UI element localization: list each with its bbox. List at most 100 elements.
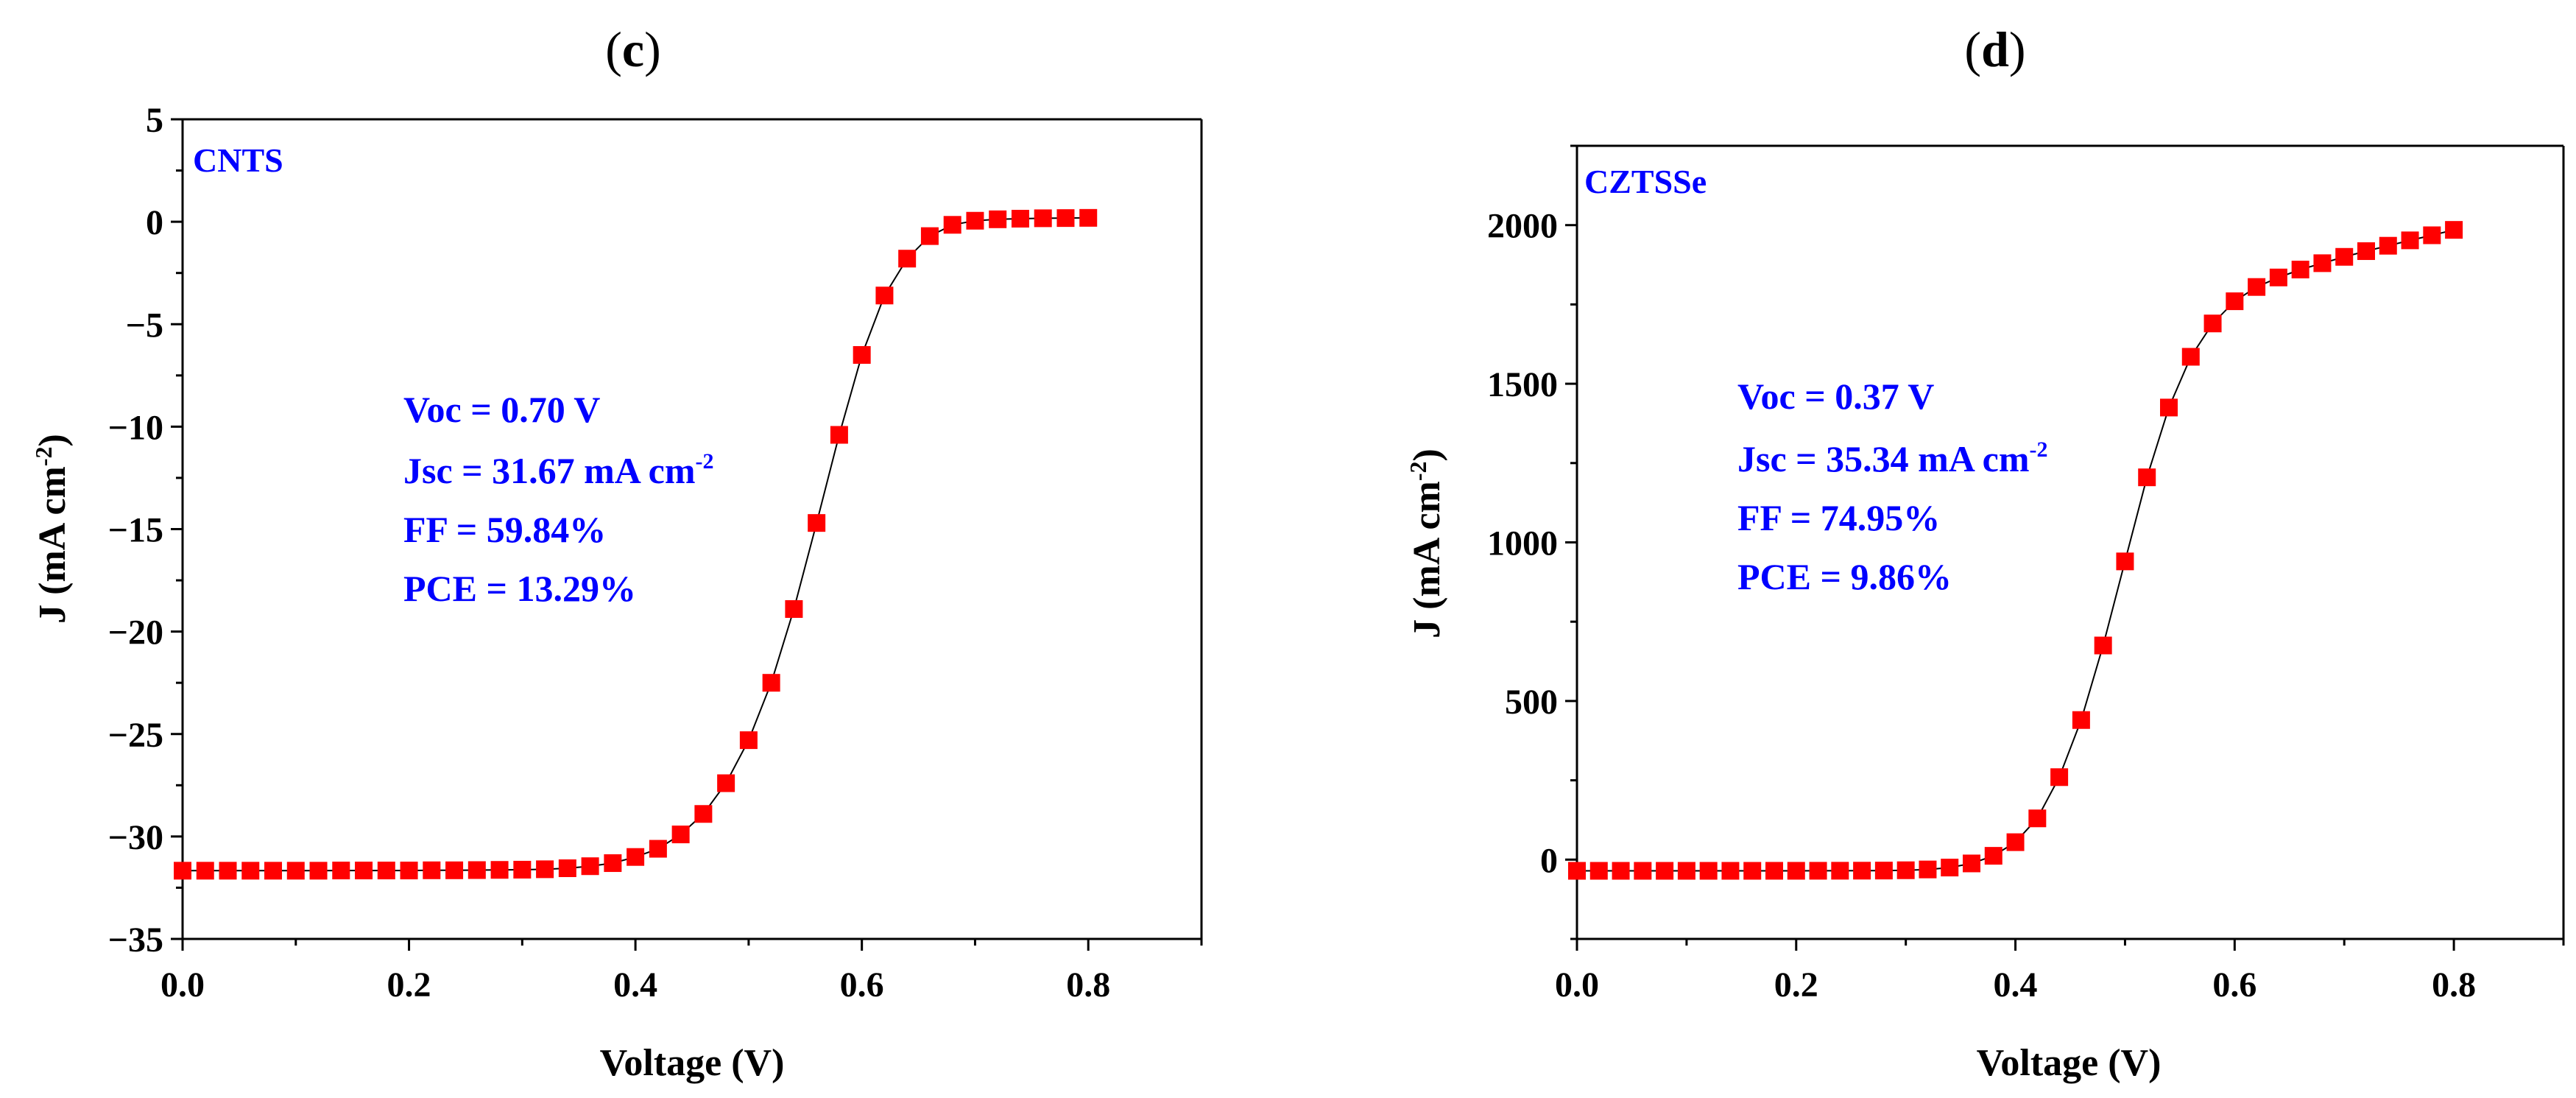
panel-c-data-point [196,862,214,880]
panel-c-series-line [183,217,1089,872]
panel-c-markers [174,208,1098,880]
panel-c-data-point [445,861,464,879]
panel-c-x-axis-title: Voltage (V) [600,1042,785,1084]
panel-c-x-tick-label: 0.4 [613,965,657,1004]
panel-d-data-point [1941,859,1959,877]
panel-c-data-point [898,250,917,268]
panel-d-plot-area [1575,144,2565,940]
panel-c-data-point [536,860,554,879]
panel-c-data-point [694,805,713,823]
panel-d-y-tick-label: 0 [1540,841,1558,880]
panel-c-y-tick-label: 5 [146,101,163,140]
panel-c-ff: FF = 59.84% [403,509,606,550]
panel-d-x-tick-label: 0.8 [2432,965,2476,1004]
panel-c-y-tick-label: −35 [108,921,163,960]
panel-c-y-axis-title: J (mA cm-2) [30,434,74,624]
panel-d-data-point [1612,862,1630,880]
panel-d-data-point [2401,231,2419,250]
panel-d-data-point [2379,236,2397,255]
panel-c-voc: Voc = 0.70 V [403,389,600,430]
panel-c-data-point [1034,209,1052,228]
panel-c-data-point [1011,209,1029,228]
panel-d-data-point [2072,711,2090,729]
panel-d-data-point [1656,862,1674,880]
panel-c-data-point [558,859,576,878]
panel-c-data-point [467,861,486,879]
panel-c-x-tick-label: 0.0 [160,965,205,1004]
panel-c-data-point [717,774,735,792]
panel-d-x-tick-label: 0.0 [1555,965,1599,1004]
panel-c-data-point [762,674,780,692]
panel-d-data-point [2357,242,2375,261]
panel-c-data-point [1056,209,1075,228]
panel-d-x-tick-label: 0.4 [1994,965,2038,1004]
panel-c-x-ticks: 0.0 0.2 0.4 0.6 0.8 [160,939,1203,1004]
panel-d-data-point [1765,862,1783,880]
panel-c-data-point [400,862,418,880]
panel-c-data-point [920,227,939,245]
panel-d-data-point [2335,247,2354,266]
panel-d-data-point [1568,862,1586,880]
panel-c-data-point [377,862,395,880]
panel-d-data-point [1634,862,1652,880]
panel-c-data-point [739,731,758,750]
panel-c-data-point [355,862,373,880]
panel-c-data-point [174,862,191,880]
panel-c-data-point [943,216,961,234]
panel-c-jsc: Jsc = 31.67 mA cm-2 [403,449,713,491]
panel-d: (d) 0.0 0.2 0.4 0.6 0.8 2000 1500 1000 500 0 CZT… [1405,21,2565,1084]
panel-d-data-point [1874,862,1893,880]
panel-c-data-point [581,857,599,876]
panel-c-label: (c) [605,21,661,77]
panel-d-x-tick-label: 0.2 [1774,965,1818,1004]
panel-c-x-tick-label: 0.6 [840,965,884,1004]
panel-d-data-point [1809,862,1827,880]
panel-c-data-point [875,286,894,305]
panel-c-data-point [264,862,283,880]
panel-d-y-tick-label: 1000 [1487,524,1558,563]
panel-c-series-name: CNTS [193,141,283,179]
panel-d-data-point [2181,348,2200,366]
panel-d-jsc: Jsc = 35.34 mA cm-2 [1737,437,2047,479]
panel-c-y-tick-label: −25 [108,716,163,755]
panel-c-pce: PCE = 13.29% [403,568,636,609]
panel-d-series-name: CZTSSe [1584,163,1707,200]
panel-c-data-point [219,862,237,880]
panel-c-data-point [671,826,690,844]
panel-d-data-point [2050,768,2069,786]
panel-c-y-tick-label: −20 [108,613,163,652]
panel-d-data-point [1743,862,1762,880]
panel-d-data-point [1984,847,2002,865]
panel-c-y-tick-label: −30 [108,818,163,857]
panel-d-data-point [1589,862,1608,880]
panel-c-data-point [649,840,667,858]
panel-d-pce: PCE = 9.86% [1737,556,1952,597]
panel-c-annotations: Voc = 0.70 V Jsc = 31.67 mA cm-2 FF = 59… [403,389,713,609]
panel-c-x-tick-label: 0.2 [387,965,431,1004]
panel-d-x-axis-title: Voltage (V) [1977,1042,2162,1084]
panel-c-y-ticks: 5 0 −5 −10 −15 −20 −25 −30 −35 [108,101,183,960]
panel-d-data-point [1963,854,1980,873]
panel-d-y-tick-label: 2000 [1487,207,1558,246]
panel-d-data-point [1831,862,1849,880]
panel-d-data-point [1896,861,1915,879]
panel-d-curve [1577,229,2455,872]
panel-d-y-tick-label: 500 [1505,683,1558,722]
panel-d-data-point [1699,862,1718,880]
panel-c-data-point [966,211,984,230]
panel-d-ff: FF = 74.95% [1737,497,1940,538]
panel-c-data-point [1079,208,1098,227]
panel-c-data-point [332,862,350,880]
panel-d-data-point [2028,809,2047,828]
panel-d-markers [1568,221,2463,880]
panel-d-data-point [1853,862,1871,880]
panel-c-data-point [604,854,622,873]
panel-d-data-point [2006,833,2025,851]
panel-c-data-point [808,514,826,532]
panel-c-data-point [989,210,1007,228]
panel-c-data-point [513,860,532,879]
panel-d-data-point [2423,226,2441,244]
panel-c-data-point [423,861,441,879]
panel-c-data-point [286,862,305,880]
